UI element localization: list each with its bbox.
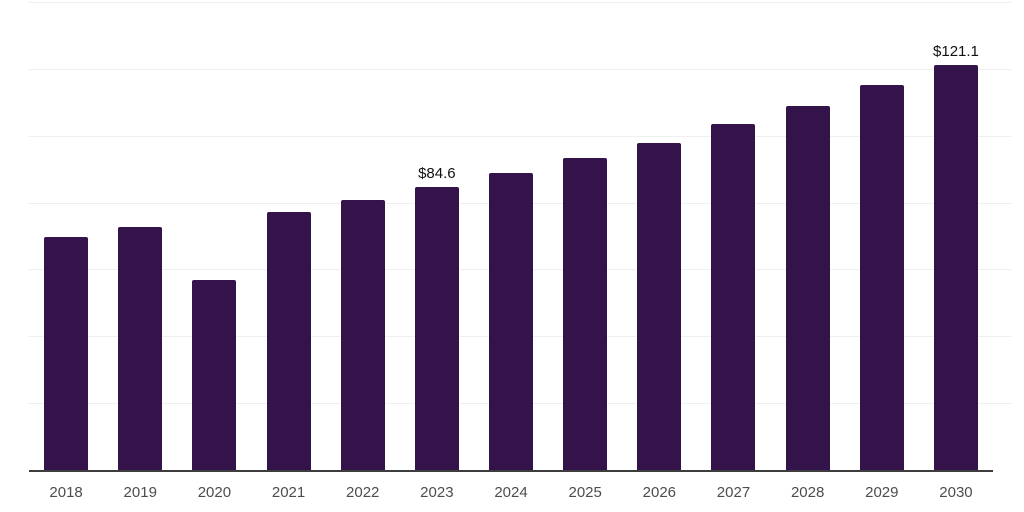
bar-group bbox=[251, 2, 325, 470]
bar-group: $84.6 bbox=[400, 2, 474, 470]
x-tick-label: 2022 bbox=[346, 484, 380, 501]
x-tick-label: 2024 bbox=[494, 484, 528, 501]
bar-group: $121.1 bbox=[919, 2, 993, 470]
bar-group bbox=[548, 2, 622, 470]
x-tick-label: 2030 bbox=[939, 484, 973, 501]
x-tick-label: 2023 bbox=[420, 484, 454, 501]
x-tick-label: 2027 bbox=[716, 484, 751, 501]
bar-group bbox=[771, 2, 845, 470]
gridline bbox=[29, 135, 1011, 137]
bar-2025 bbox=[563, 157, 608, 470]
bar-group bbox=[622, 2, 696, 470]
bar-group bbox=[845, 2, 919, 470]
bars-row: $84.6 $121.1 bbox=[29, 2, 993, 470]
x-tick-label: 2019 bbox=[123, 484, 157, 501]
bar-2022 bbox=[340, 199, 385, 470]
bar-2018 bbox=[44, 237, 89, 470]
bar-2028 bbox=[785, 106, 830, 470]
bar-2030 bbox=[933, 65, 978, 470]
bar-2027 bbox=[711, 124, 756, 470]
x-tick-label: 2029 bbox=[865, 484, 899, 501]
bar-2020 bbox=[192, 279, 237, 470]
bar-group bbox=[326, 2, 400, 470]
x-tick-label: 2025 bbox=[568, 484, 602, 501]
bar-2019 bbox=[118, 227, 163, 470]
bar-2029 bbox=[859, 84, 904, 470]
x-tick-label: 2028 bbox=[790, 484, 825, 501]
bar-2026 bbox=[637, 142, 682, 470]
x-axis-line bbox=[29, 470, 993, 472]
x-tick-label: 2021 bbox=[271, 484, 306, 501]
bar-group bbox=[29, 2, 103, 470]
gridline bbox=[29, 2, 1011, 3]
x-tick-label: 2018 bbox=[49, 484, 83, 501]
bar-2021 bbox=[266, 211, 311, 470]
bar-group bbox=[474, 2, 548, 470]
bar-2024 bbox=[489, 173, 534, 470]
bar-group bbox=[696, 2, 770, 470]
plot-area: $84.6 $121.1 2018 2019 2020 2021 2022 2023 2024… bbox=[29, 2, 1011, 501]
x-tick-label: 2026 bbox=[642, 484, 677, 501]
x-axis-labels: 2018 2019 2020 2021 2022 2023 2024 2025 2026 2027… bbox=[29, 484, 993, 501]
bar-value-label: $121.1 bbox=[933, 43, 979, 61]
bar-2023 bbox=[414, 187, 459, 470]
bar-group bbox=[177, 2, 251, 470]
x-tick-label: 2020 bbox=[197, 484, 232, 501]
gridline bbox=[29, 68, 1011, 70]
bar-value-label: $84.6 bbox=[418, 165, 456, 183]
bar-group bbox=[103, 2, 177, 470]
